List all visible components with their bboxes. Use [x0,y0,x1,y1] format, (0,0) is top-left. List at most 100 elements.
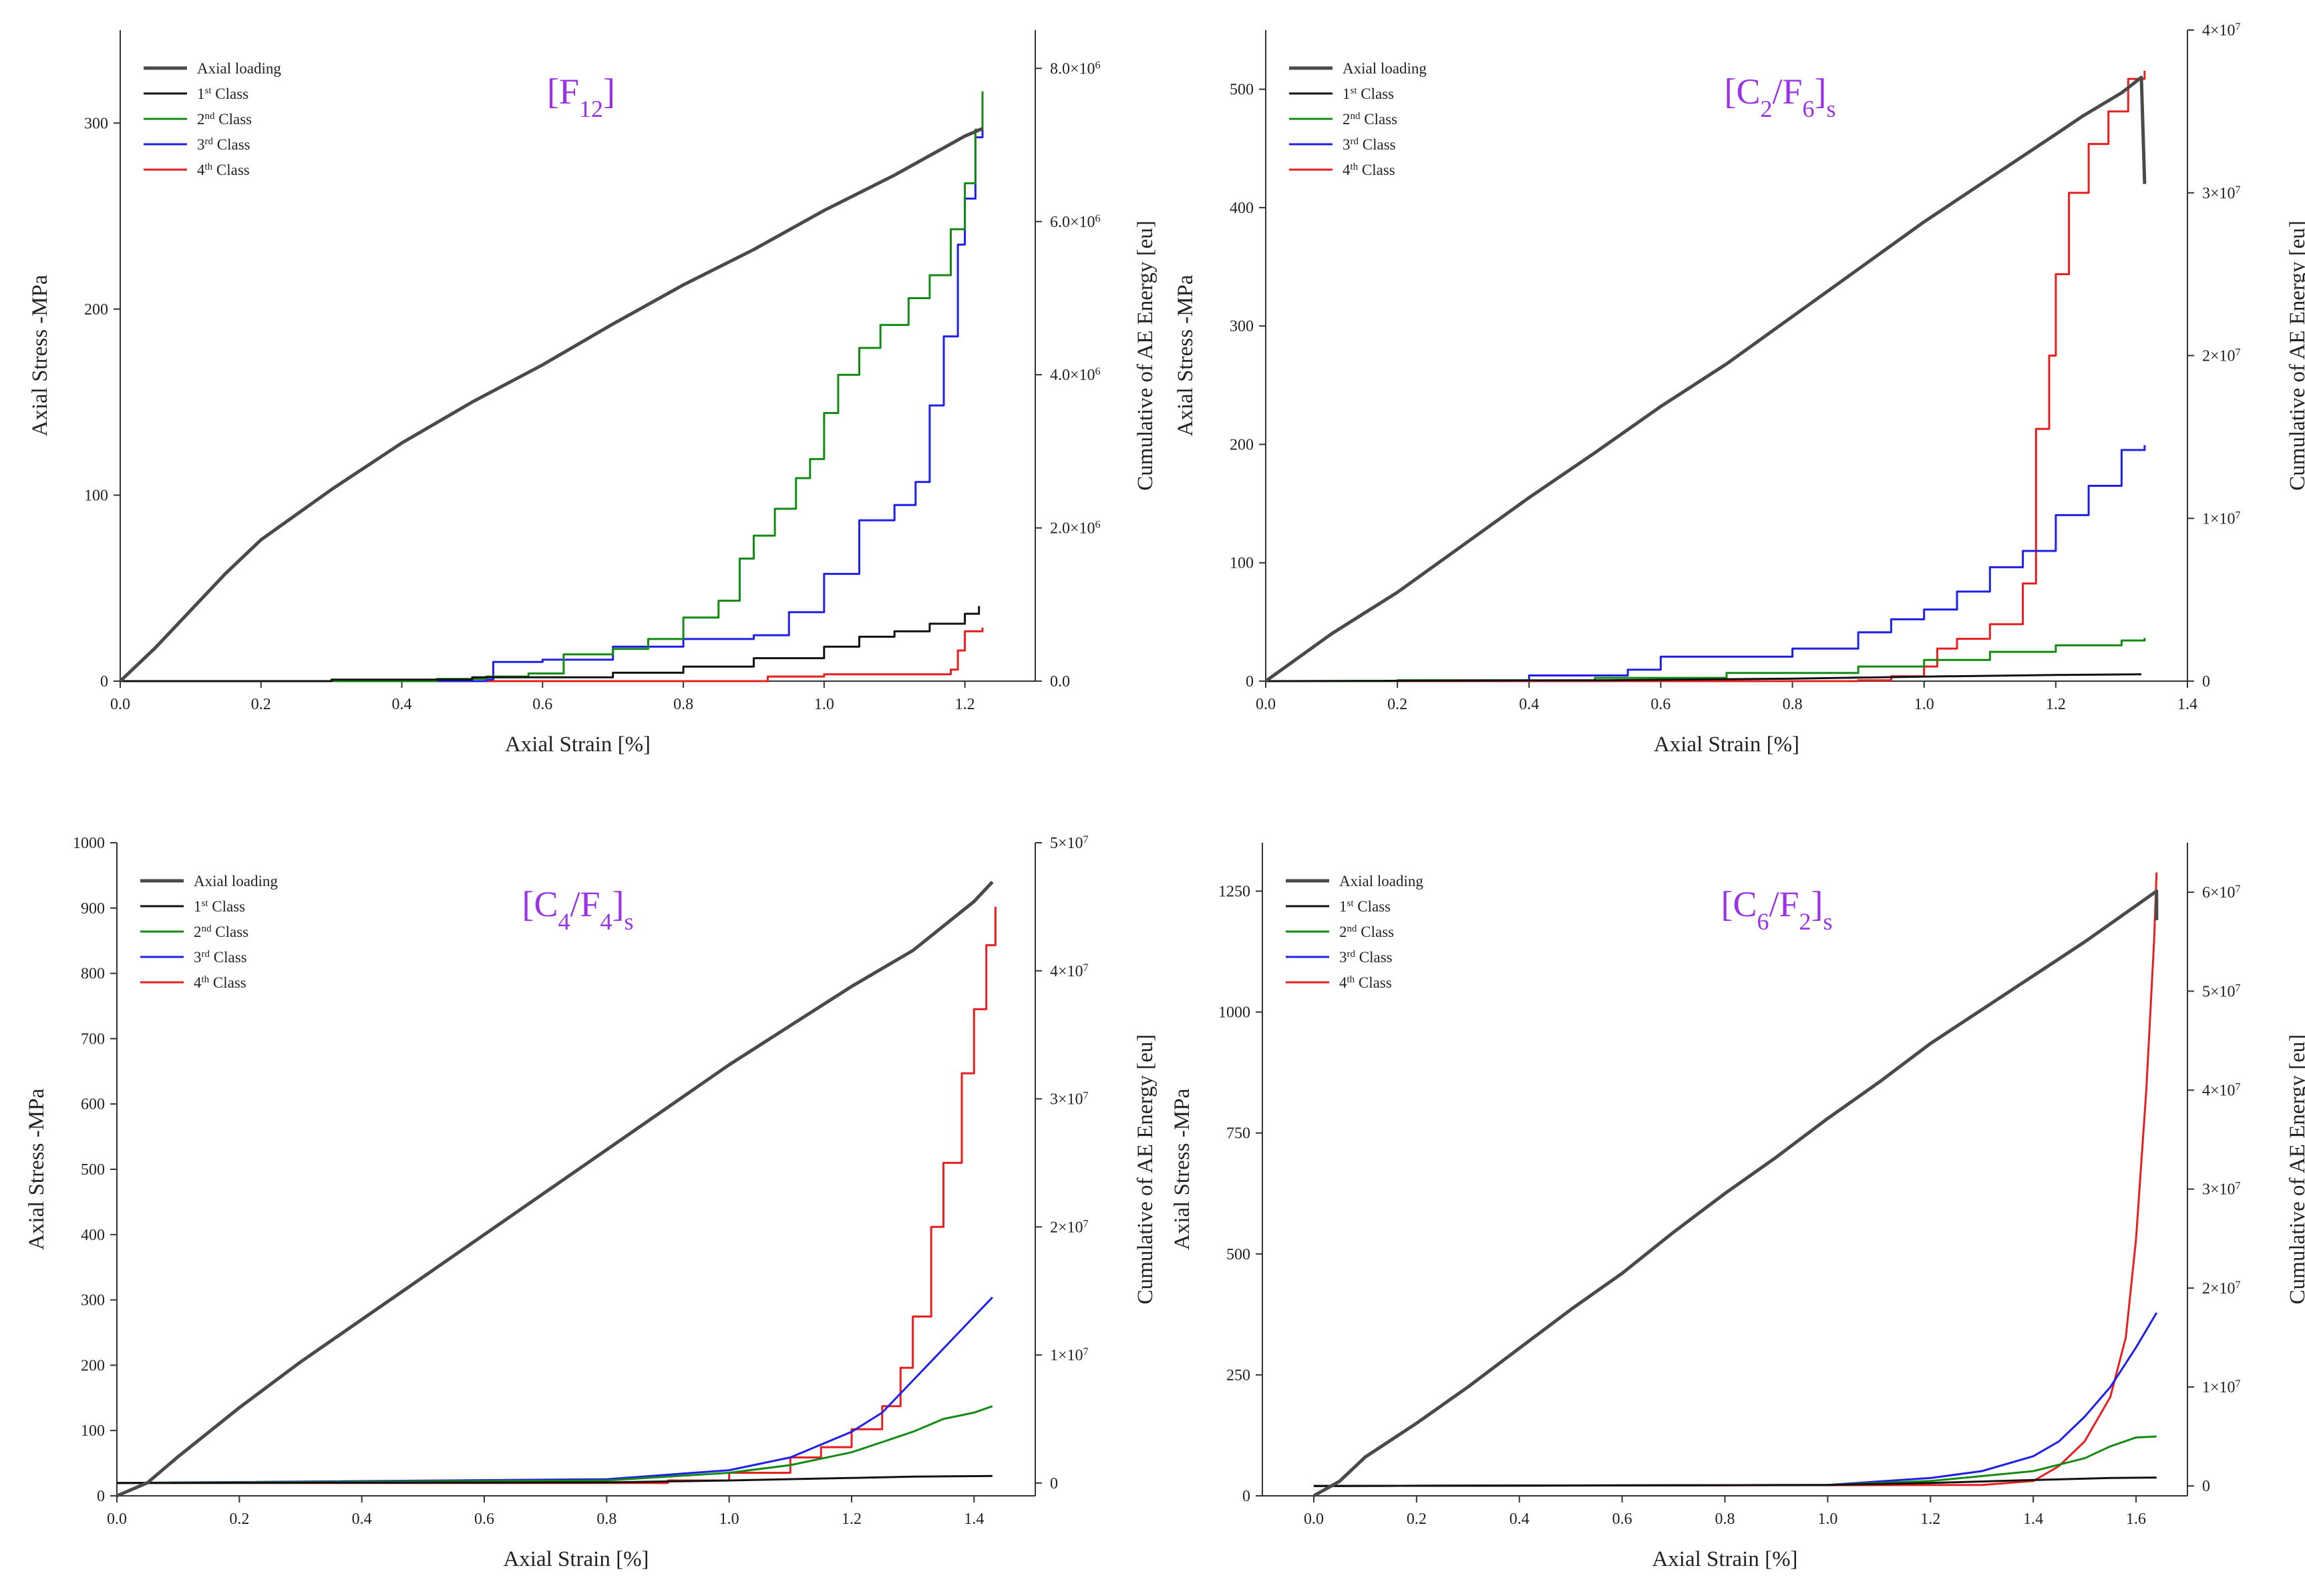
y-tick-label: 500 [81,1161,105,1179]
y-axis-label: Axial Stress -MPa [28,274,52,436]
legend-label-axial: Axial loading [194,873,278,889]
y-tick-label: 1000 [73,835,105,852]
y2-tick-label: 3×107 [2202,1180,2241,1199]
y2-tick-label: 4.0×106 [1050,366,1101,385]
x-tick-label: 0.0 [110,696,130,713]
y2-axis-label: Cumulative of AE Energy [eu] [2286,1034,2305,1304]
legend-label-axial: Axial loading [197,60,281,77]
series-class3 [1313,1312,2158,1487]
y-tick-label: 400 [81,1227,105,1244]
y2-tick-label: 2.0×106 [1050,519,1101,538]
y2-tick-label: 4×107 [2202,21,2241,40]
y-tick-label: 300 [1230,318,1254,335]
legend-label-axial: Axial loading [1339,873,1423,889]
y-tick-label: 1000 [1218,1004,1250,1022]
y-tick-label: 0 [97,1488,105,1505]
series-class4 [1313,872,2158,1487]
y2-tick-label: 5×107 [2202,982,2241,1001]
y-tick-label: 300 [84,115,108,132]
series-class1 [1313,1476,2157,1487]
y2-axis-label: Cumulative of AE Energy [eu] [1133,1034,1158,1304]
x-tick-label: 0.0 [1256,696,1276,713]
x-tick-label: 1.0 [1817,1511,1837,1528]
legend-label-axial: Axial loading [1343,60,1427,77]
x-tick-label: 1.0 [719,1511,739,1528]
x-tick-label: 1.2 [955,696,975,713]
y-tick-label: 0 [100,673,108,690]
y-tick-label: 500 [1230,81,1254,99]
y-tick-label: 300 [81,1292,105,1310]
chart-panel-2: 0.0 0.2 0.4 0.6 0.8 1.0 1.2 1.4 0 100 200 300 400 500… [1174,21,2305,757]
x-axis-label: Axial Strain [%] [1654,733,1799,757]
y2-tick-label: 1×107 [2202,510,2241,528]
y2-tick-label: 0.0 [1050,673,1070,690]
y2-tick-label: 2×107 [2202,1279,2241,1298]
legend-label-class3: 3rd Class [1339,949,1393,966]
y2-tick-label: 3×107 [1050,1090,1089,1109]
x-tick-label: 1.4 [2177,696,2197,713]
y-tick-label: 750 [1226,1125,1250,1143]
y-tick-label: 400 [1230,200,1254,217]
series-axial [116,880,994,1498]
y2-tick-label: 6×107 [2202,883,2241,902]
legend-label-class2: 2nd Class [194,924,248,940]
x-tick-label: 0.6 [1650,696,1670,713]
x-tick-label: 0.4 [352,1511,372,1528]
x-tick-label: 0.0 [107,1511,127,1528]
legend-label-class4: 4th Class [1339,974,1392,991]
y-tick-label: 0 [1242,1488,1250,1505]
legend-label-class1: 1st Class [1339,898,1391,915]
x-tick-label: 0.4 [392,696,412,713]
y-axis-label: Axial Stress -MPa [1174,274,1198,436]
x-axis-label: Axial Strain [%] [503,1547,649,1571]
series-class4 [117,906,997,1484]
y-tick-label: 800 [81,966,105,983]
legend-label-class2: 2nd Class [1343,111,1397,128]
series-class1 [1265,673,2142,682]
series-class2 [1313,1435,2157,1487]
series-class3 [1266,445,2146,682]
x-tick-label: 0.2 [1387,696,1407,713]
series-axial [119,127,983,682]
y2-axis-label: Cumulative of AE Energy [eu] [1133,220,1158,490]
chart-panel-3: 0.0 0.2 0.4 0.6 0.8 1.0 1.2 1.4 0 100 200 300 400 500… [25,834,1158,1572]
x-tick-label: 0.8 [1783,696,1803,713]
y-tick-label: 900 [81,900,105,918]
y-tick-label: 200 [81,1357,105,1374]
y2-tick-label: 6.0×106 [1050,212,1101,231]
x-tick-label: 0.2 [1407,1511,1427,1528]
legend-label-class4: 4th Class [1343,162,1395,178]
x-tick-label: 0.0 [1304,1511,1324,1528]
y-tick-label: 100 [1230,555,1254,572]
chart-title: [F12] [547,71,615,122]
legend-label-class3: 3rd Class [1343,136,1396,153]
y2-tick-label: 5×107 [1050,834,1089,853]
x-tick-label: 0.6 [1612,1511,1632,1528]
legend-label-class3: 3rd Class [194,949,247,966]
x-tick-label: 0.4 [1510,1511,1530,1528]
series-axial [1264,75,2147,683]
chart-title: [C6/F2]s [1721,884,1832,935]
y2-tick-label: 4×107 [1050,962,1089,980]
series-class3 [120,106,984,682]
legend-label-class3: 3rd Class [197,136,250,153]
y2-tick-label: 0 [2202,1478,2210,1495]
legend-label-class2: 2nd Class [197,111,252,128]
y-tick-label: 700 [81,1030,105,1048]
y-tick-label: 0 [1246,673,1254,690]
chart-panel-4: 0.0 0.2 0.4 0.6 0.8 1.0 1.2 1.4 1.6 0 250 500 750 100… [1170,843,2305,1571]
y2-tick-label: 0 [2202,673,2210,690]
y-tick-label: 200 [84,301,108,319]
x-tick-label: 0.8 [596,1511,616,1528]
y2-tick-label: 3×107 [2202,184,2241,202]
series-class1 [116,1474,993,1484]
x-tick-label: 0.2 [251,696,271,713]
y-tick-label: 1250 [1218,883,1250,900]
chart-title: [C2/F6]s [1724,71,1835,122]
y-tick-label: 600 [81,1096,105,1113]
legend-label-class1: 1st Class [1343,85,1394,102]
series-class3 [116,1296,993,1484]
x-tick-label: 1.4 [2023,1511,2043,1528]
y-tick-label: 100 [84,487,108,504]
